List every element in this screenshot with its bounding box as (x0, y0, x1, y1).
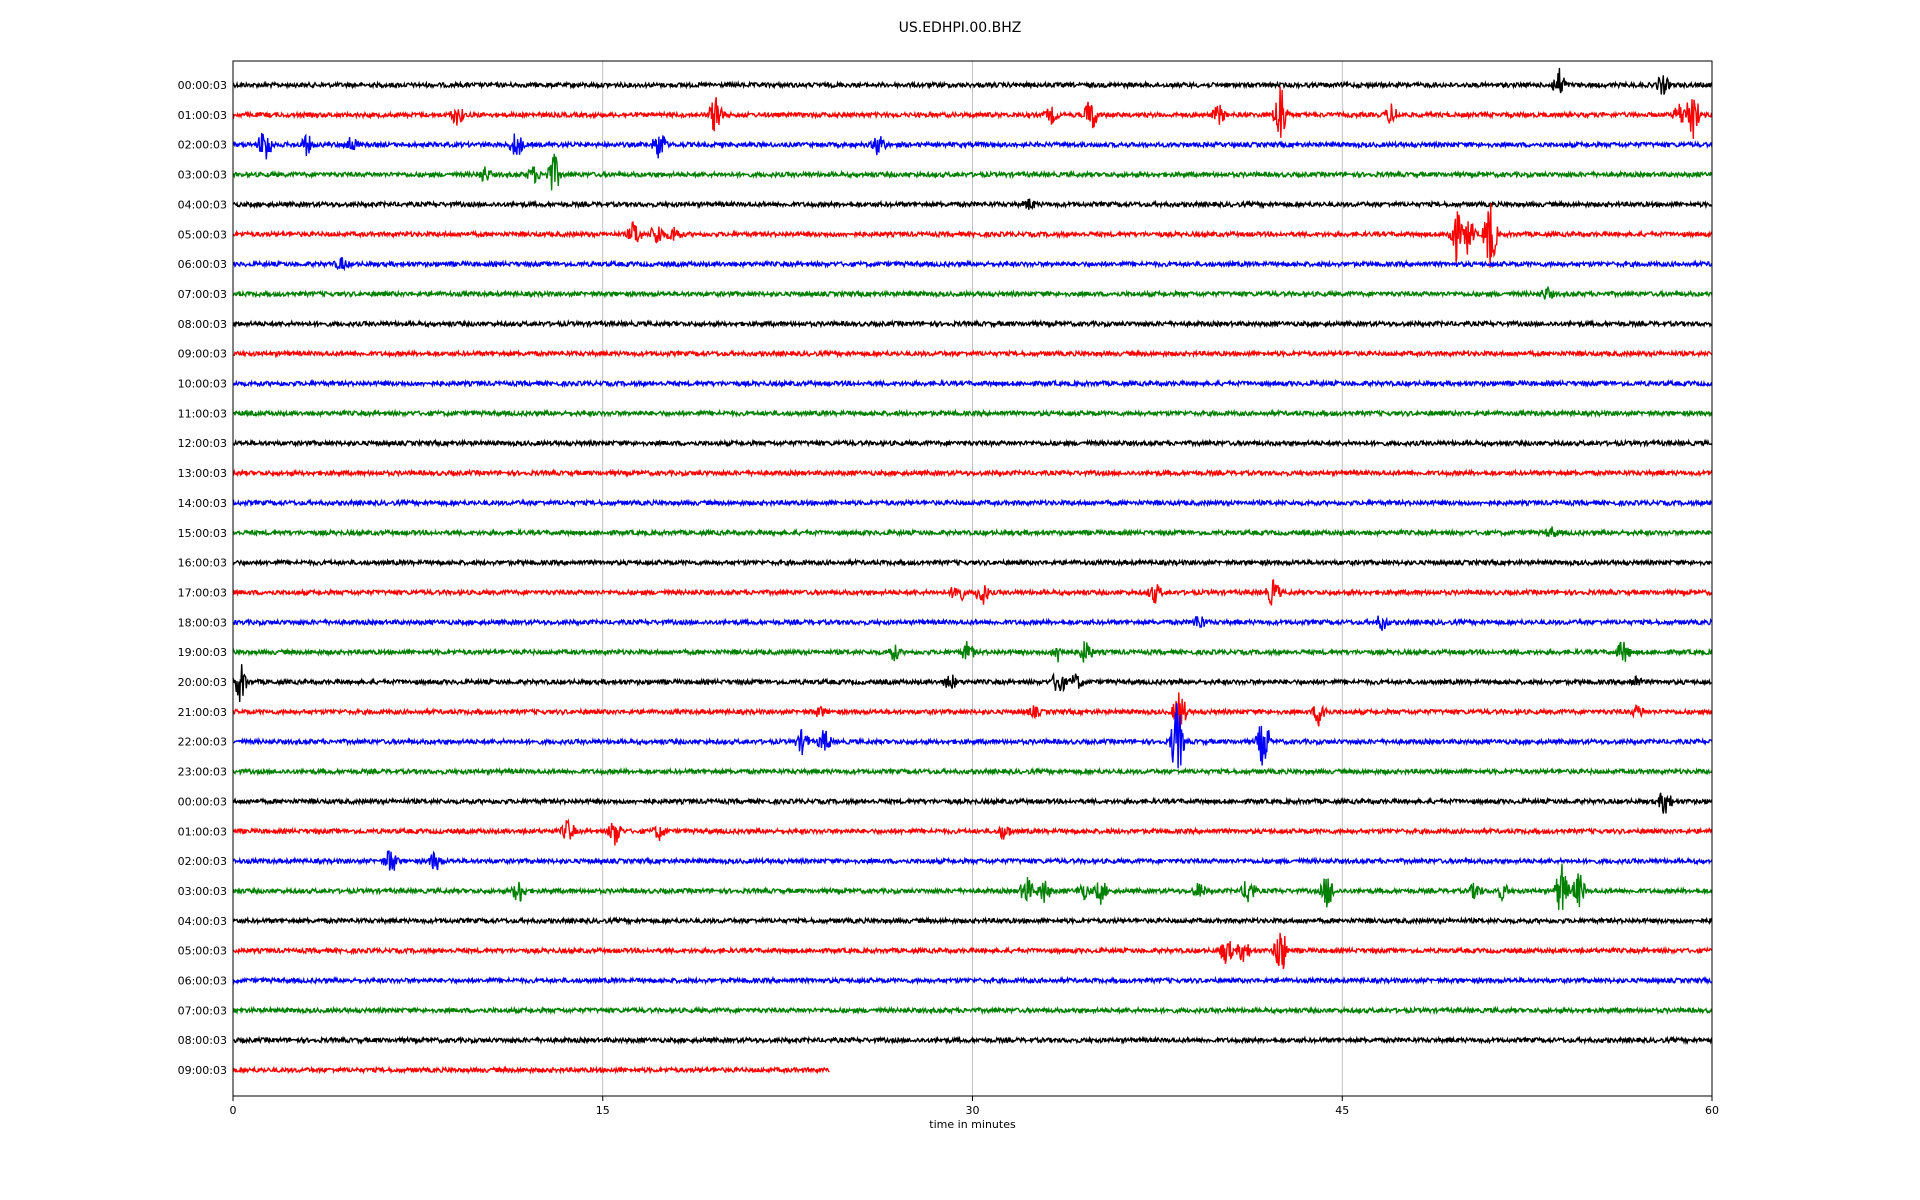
chart-title: US.EDHPI.00.BHZ (898, 20, 1022, 36)
trace-line (232, 153, 1713, 191)
y-tick-label: 06:00:03 (178, 258, 227, 271)
trace-line (232, 318, 1713, 329)
x-tick-label: 15 (596, 1104, 610, 1117)
y-tick-labels: 00:00:03 01:00:03 02:00:03 03:00:03 04:00:03… (178, 79, 227, 1077)
y-tick-label: 01:00:03 (178, 109, 227, 122)
trace-line (232, 526, 1713, 538)
y-tick-label: 09:00:03 (178, 348, 227, 361)
y-tick-label: 03:00:03 (178, 885, 227, 898)
trace-line (232, 86, 1713, 139)
trace-line (232, 285, 1713, 300)
trace-line (232, 664, 1713, 703)
y-tick-label: 23:00:03 (178, 766, 227, 779)
trace-line (233, 1035, 1713, 1046)
y-tick-label: 06:00:03 (178, 975, 227, 988)
trace-line (232, 703, 1713, 769)
y-tick-label: 05:00:03 (178, 228, 227, 241)
trace-line (232, 132, 1713, 160)
trace-line (232, 932, 1713, 970)
y-tick-label: 21:00:03 (178, 706, 227, 719)
y-tick-label: 08:00:03 (178, 318, 227, 331)
y-tick-label: 00:00:03 (178, 795, 227, 808)
y-tick-label: 16:00:03 (178, 557, 227, 570)
trace-line (232, 579, 1713, 606)
y-tick-label: 20:00:03 (178, 676, 227, 689)
x-tick-label: 30 (966, 1104, 980, 1117)
x-axis: 0 15 30 45 60 (230, 1096, 1719, 1117)
trace-line (232, 692, 1713, 729)
y-tick-label: 01:00:03 (178, 825, 227, 838)
trace-line (232, 863, 1713, 910)
y-tick-label: 07:00:03 (178, 288, 227, 301)
trace-line (232, 818, 1712, 846)
y-tick-label: 04:00:03 (178, 198, 227, 211)
trace-line (232, 203, 1713, 268)
trace-line (232, 792, 1713, 814)
y-tick-label: 02:00:03 (178, 855, 227, 868)
x-tick-label: 45 (1335, 1104, 1349, 1117)
y-tick-label: 12:00:03 (178, 437, 227, 450)
y-tick-label: 07:00:03 (178, 1004, 227, 1017)
x-axis-label: time in minutes (929, 1118, 1016, 1131)
trace-line (232, 378, 1713, 389)
trace-line (232, 916, 1713, 926)
y-tick-label: 03:00:03 (178, 169, 227, 182)
trace-line (232, 975, 1713, 986)
y-tick-label: 19:00:03 (178, 646, 227, 659)
y-tick-label: 10:00:03 (178, 378, 227, 391)
trace-lines (232, 67, 1713, 1075)
x-tick-label: 0 (230, 1104, 237, 1117)
trace-line (232, 766, 1713, 777)
trace-line (232, 198, 1713, 211)
trace-line (232, 438, 1713, 449)
trace-line (232, 256, 1713, 272)
y-tick-label: 11:00:03 (178, 407, 227, 420)
y-tick-label: 00:00:03 (178, 79, 227, 92)
grid-lines (602, 61, 1343, 1096)
y-tick-label: 22:00:03 (178, 736, 227, 749)
y-tick-label: 14:00:03 (178, 497, 227, 510)
y-tick-label: 05:00:03 (178, 945, 227, 958)
trace-line (232, 1005, 1713, 1016)
y-tick-label: 18:00:03 (178, 616, 227, 629)
y-tick-label: 15:00:03 (178, 527, 227, 540)
trace-line (232, 468, 1713, 478)
trace-line (232, 1065, 830, 1075)
y-tick-label: 04:00:03 (178, 915, 227, 928)
y-tick-label: 17:00:03 (178, 586, 227, 599)
trace-line (232, 498, 1713, 508)
trace-line (232, 850, 1713, 871)
trace-line (232, 67, 1713, 95)
y-tick-label: 02:00:03 (178, 139, 227, 152)
trace-line (232, 557, 1713, 568)
x-tick-label: 60 (1705, 1104, 1719, 1117)
trace-line (232, 408, 1713, 419)
y-tick-label: 08:00:03 (178, 1034, 227, 1047)
trace-line (232, 348, 1713, 359)
trace-line (232, 641, 1713, 663)
y-tick-label: 13:00:03 (178, 467, 227, 480)
y-tick-label: 09:00:03 (178, 1064, 227, 1077)
trace-line (232, 615, 1713, 632)
